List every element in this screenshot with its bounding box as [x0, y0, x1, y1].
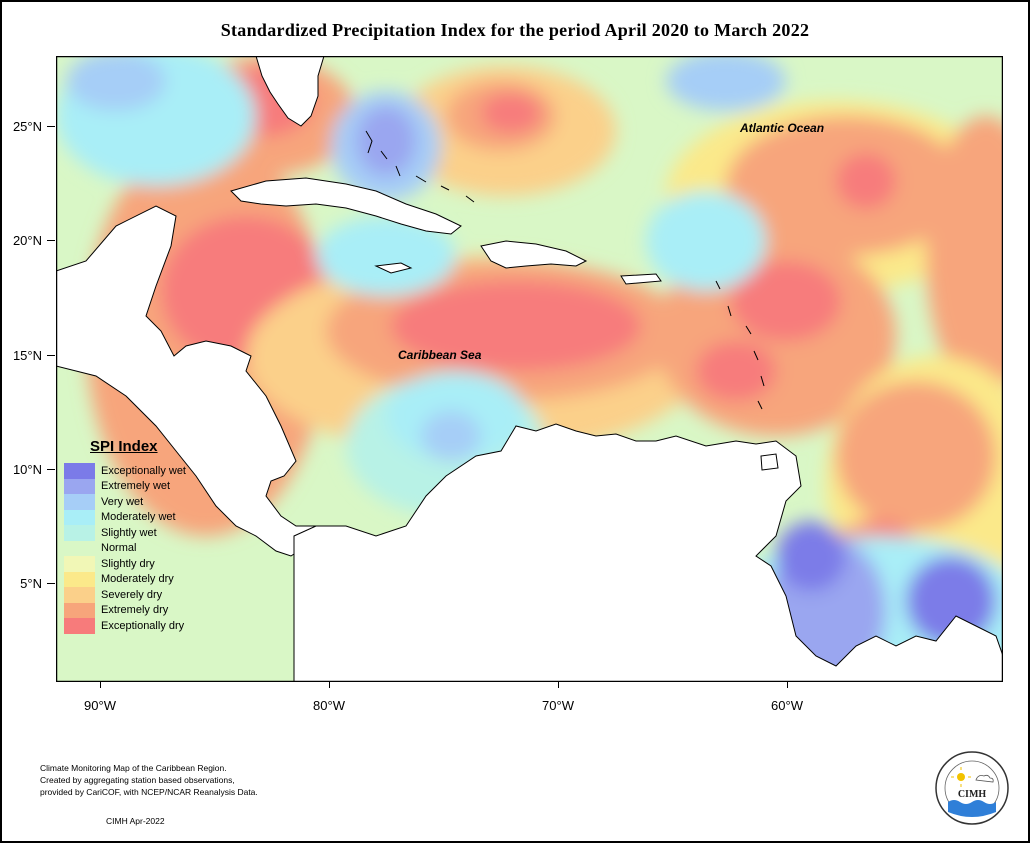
lon-label-60: 60°W: [771, 698, 803, 713]
legend-swatch: [64, 618, 95, 634]
lon-tick: [329, 680, 330, 688]
legend-label: Normal: [101, 542, 137, 555]
legend-label: Very wet: [101, 495, 144, 508]
legend-swatch: [64, 525, 95, 541]
legend-swatch: [64, 602, 95, 618]
lat-tick: [47, 469, 55, 470]
waves-icon: [948, 800, 996, 817]
legend-item: Slightly wet: [64, 525, 204, 541]
legend-swatch: [64, 556, 95, 572]
legend-label: Moderately dry: [101, 573, 174, 586]
date-stamp: CIMH Apr-2022: [106, 816, 165, 826]
lat-label-25: 25°N: [12, 119, 42, 134]
lat-tick: [47, 583, 55, 584]
caribbean-sea-label: Caribbean Sea: [398, 348, 482, 362]
legend-swatch: [64, 587, 95, 603]
spi-map-canvas: [56, 56, 1003, 682]
legend-item: Exceptionally wet: [64, 463, 204, 479]
footnote-line: Created by aggregating station based obs…: [40, 775, 235, 785]
footnote-line: Climate Monitoring Map of the Caribbean …: [40, 763, 227, 773]
lon-tick: [558, 680, 559, 688]
legend-item: Exceptionally dry: [64, 618, 204, 634]
legend-swatch: [64, 463, 95, 479]
legend-label: Extremely wet: [101, 480, 171, 493]
lon-label-70: 70°W: [542, 698, 574, 713]
sun-icon: [957, 773, 965, 781]
legend-swatch: [64, 478, 95, 494]
legend-item: Severely dry: [64, 587, 204, 603]
legend-title: SPI Index: [90, 438, 158, 455]
cimh-logo-icon: CIMH: [935, 751, 1009, 825]
legend-label: Severely dry: [101, 588, 163, 601]
legend-item: Moderately dry: [64, 571, 204, 587]
spi-legend: SPI Index Exceptionally wet Extremely wet…: [64, 438, 204, 634]
lat-tick: [47, 355, 55, 356]
map-title: Standardized Precipitation Index for the…: [220, 20, 810, 40]
legend-label: Slightly wet: [101, 526, 157, 539]
footnote-line: provided by CariCOF, with NCEP/NCAR Rean…: [40, 787, 258, 797]
legend-label: Exceptionally dry: [101, 619, 185, 632]
legend-swatch: [64, 571, 95, 587]
legend-item: Extremely dry: [64, 602, 204, 618]
lon-tick: [787, 680, 788, 688]
lat-label-15: 15°N: [12, 348, 42, 363]
lon-tick: [100, 680, 101, 688]
legend-item: Slightly dry: [64, 556, 204, 572]
lat-label-20: 20°N: [12, 233, 42, 248]
legend-swatch: [64, 509, 95, 525]
legend-item: Normal: [64, 540, 204, 556]
cloud-icon: [975, 774, 994, 783]
lat-label-5: 5°N: [20, 576, 42, 591]
legend-item: Moderately wet: [64, 509, 204, 525]
lat-tick: [47, 126, 55, 127]
footnote: Climate Monitoring Map of the Caribbean …: [40, 762, 258, 798]
logo-text: CIMH: [958, 789, 987, 800]
legend-label: Slightly dry: [101, 557, 155, 570]
lon-label-90: 90°W: [84, 698, 116, 713]
legend-label: Exceptionally wet: [101, 464, 186, 477]
lon-label-80: 80°W: [313, 698, 345, 713]
legend-swatch: [64, 494, 95, 510]
legend-items: Exceptionally wet Extremely wet Very wet Mo…: [64, 463, 204, 634]
lat-label-10: 10°N: [12, 462, 42, 477]
legend-item: Extremely wet: [64, 478, 204, 494]
cimh-logo: CIMH: [934, 750, 1010, 826]
spi-map: [56, 56, 1003, 682]
legend-item: Very wet: [64, 494, 204, 510]
atlantic-ocean-label: Atlantic Ocean: [740, 121, 825, 135]
legend-swatch: [64, 540, 95, 556]
lat-tick: [47, 240, 55, 241]
legend-label: Extremely dry: [101, 604, 169, 617]
legend-label: Moderately wet: [101, 511, 176, 524]
